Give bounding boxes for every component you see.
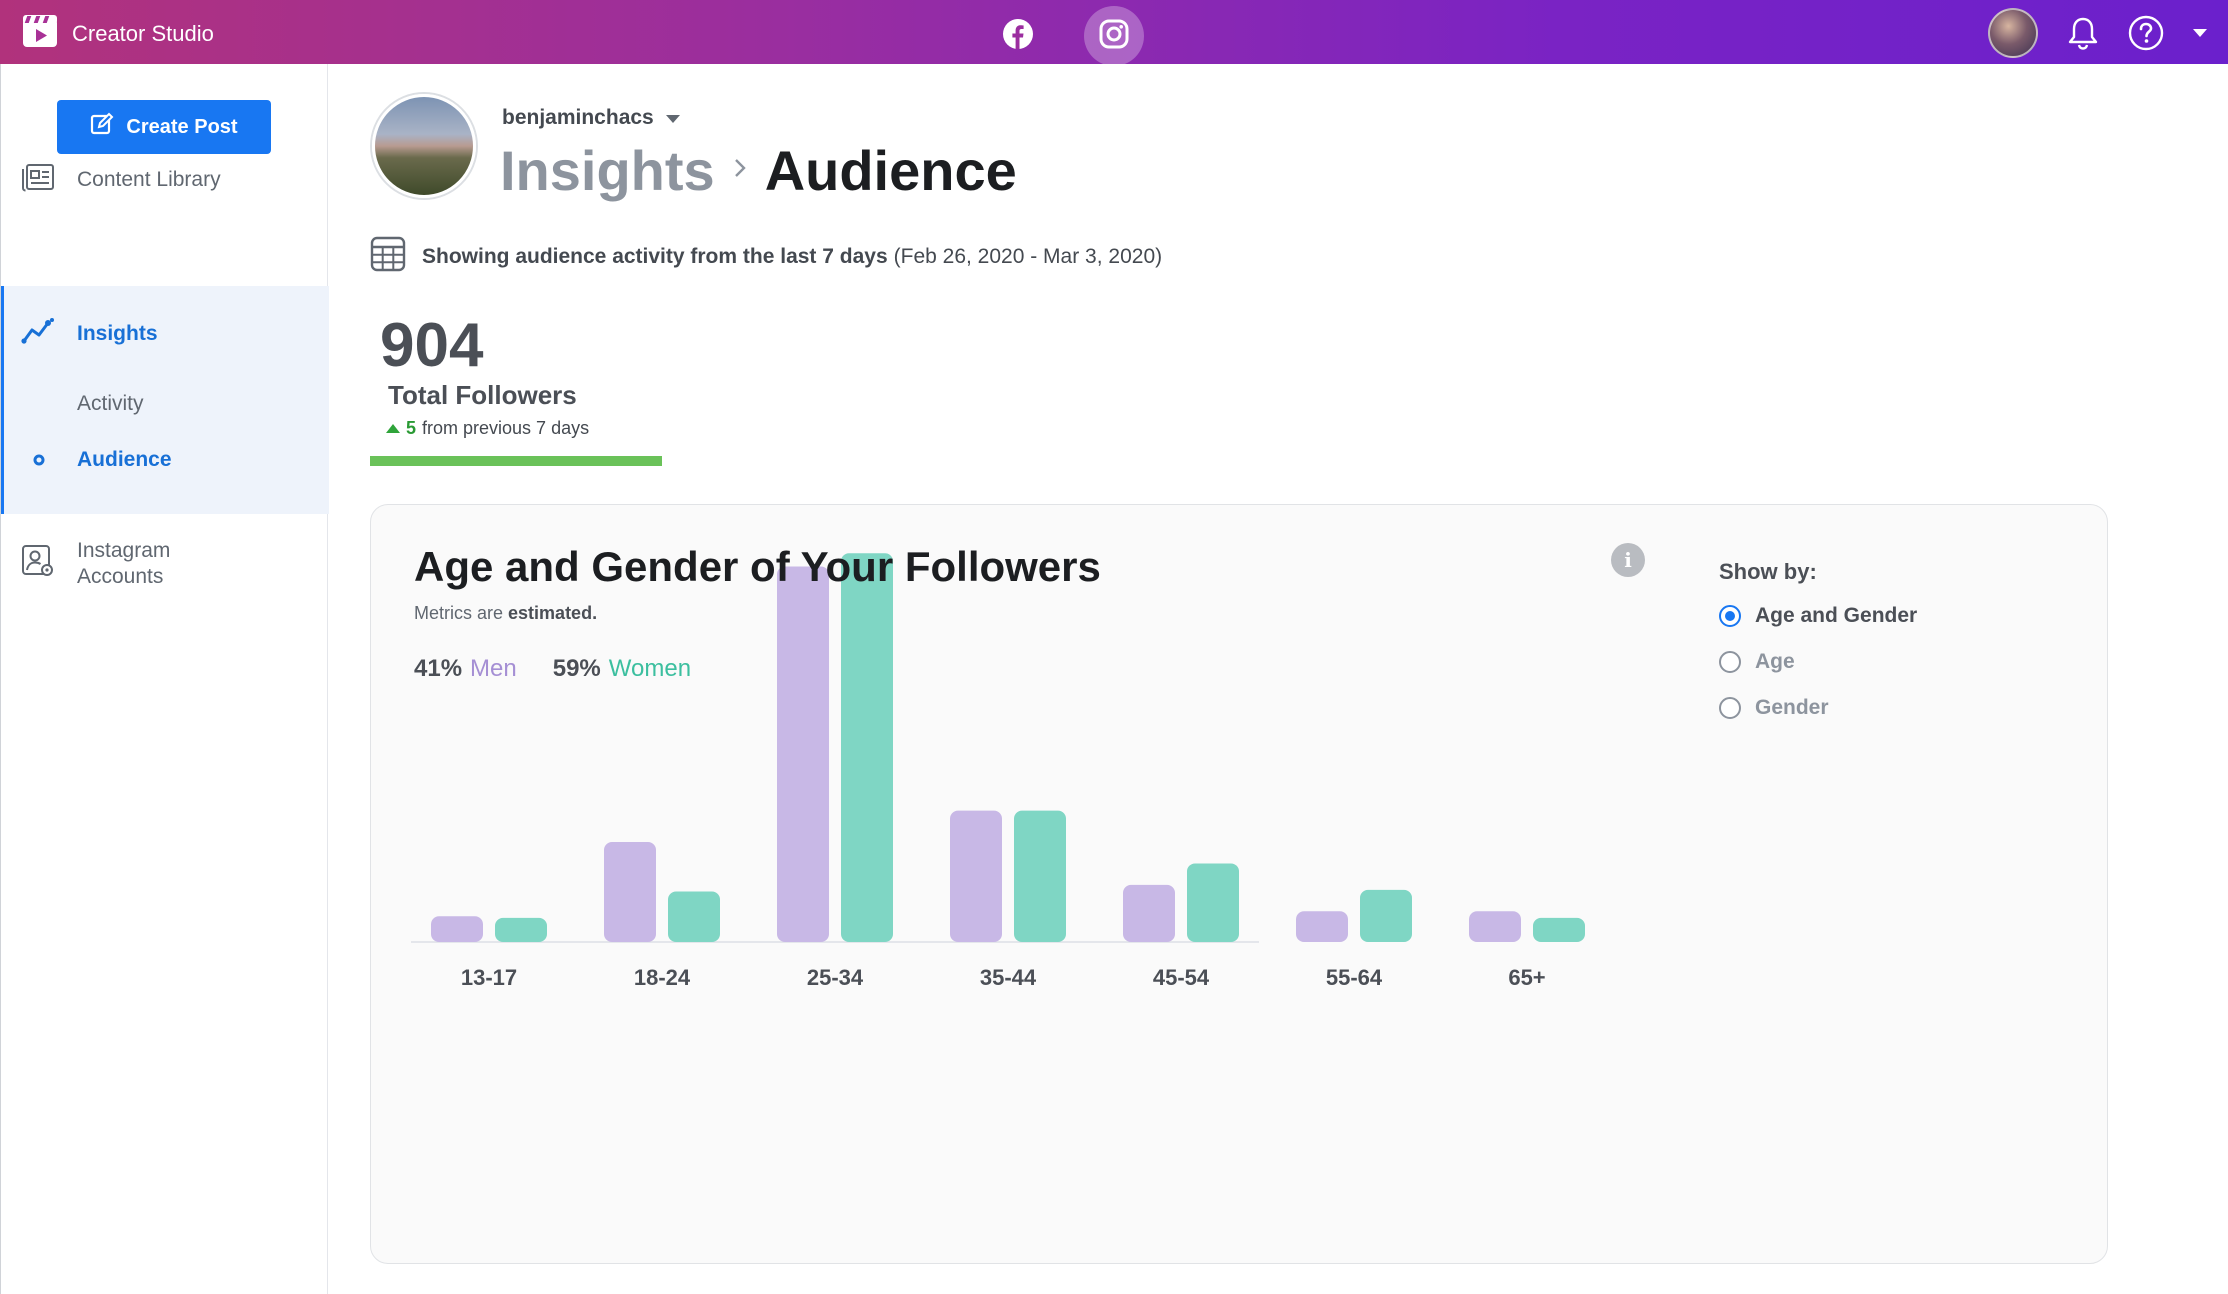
bar-women-13-17[interactable] (495, 917, 547, 942)
card-subtitle: Metrics are estimated. (414, 603, 597, 624)
top-right-controls (1988, 8, 2208, 58)
facebook-tab[interactable] (988, 10, 1048, 62)
sidebar-item-instagram-accounts[interactable]: Instagram Accounts (1, 534, 329, 594)
x-tick-label: 55-64 (1326, 965, 1383, 990)
instagram-tab[interactable] (1084, 6, 1144, 66)
breadcrumb-parent[interactable]: Insights (500, 139, 715, 202)
x-tick-label: 35-44 (980, 965, 1037, 990)
delta-value: 5 (406, 418, 417, 438)
top-bar: Creator Studio (0, 0, 2228, 66)
radio-label: Age and Gender (1755, 604, 1918, 627)
total-followers-value: 904 (380, 311, 484, 380)
username: benjaminchacs (502, 106, 654, 129)
info-icon[interactable]: i (1611, 543, 1645, 577)
insights-icon (21, 316, 55, 352)
bar-men-13-17[interactable] (431, 916, 483, 942)
delta-text: from previous 7 days (422, 418, 590, 438)
radio-unselected-icon (1719, 651, 1741, 673)
facebook-icon (1002, 18, 1034, 55)
bar-men-35-44[interactable] (950, 810, 1002, 942)
sidebar-item-label: Insights (77, 322, 158, 345)
account-settings-icon (21, 544, 55, 584)
breadcrumb: Insights Audience (500, 138, 1017, 203)
sidebar-item-insights[interactable]: Insights (4, 314, 332, 354)
avatar[interactable] (1988, 8, 2038, 58)
chart-legend: 41% Men 59% Women (414, 655, 691, 683)
metric-underline (370, 456, 662, 466)
x-tick-label: 25-34 (807, 965, 864, 990)
card-title: Age and Gender of Your Followers (414, 543, 1101, 590)
x-tick-label: 13-17 (461, 965, 517, 990)
sidebar-item-label: Audience (77, 448, 172, 471)
bar-men-18-24[interactable] (604, 842, 656, 942)
bar-men-25-34[interactable] (777, 566, 829, 942)
age-gender-chart: 13-17 18-24 25-34 35-44 45-54 55-64 65+ (411, 553, 1585, 990)
sidebar-item-audience[interactable]: Audience (4, 440, 332, 480)
page-title: Audience (764, 139, 1017, 202)
date-range-row: Showing audience activity from the last … (370, 236, 1162, 278)
help-icon[interactable] (2128, 15, 2164, 51)
men-percent: 41% (414, 655, 463, 682)
sidebar: Create Post Content Library (0, 64, 329, 1294)
brand[interactable]: Creator Studio (22, 14, 214, 53)
compose-icon (90, 112, 114, 142)
age-gender-card: 13-17 18-24 25-34 35-44 45-54 55-64 65+ Age an… (370, 504, 2108, 1264)
bar-women-18-24[interactable] (668, 891, 720, 943)
date-range-text: Showing audience activity from the last … (422, 245, 888, 268)
bar-men-45-54[interactable] (1123, 884, 1175, 942)
insights-section: Insights Activity Audience (1, 286, 329, 514)
bar-women-65+[interactable] (1533, 917, 1585, 942)
bar-women-25-34[interactable] (841, 553, 893, 942)
bar-men-55-64[interactable] (1296, 911, 1348, 942)
sidebar-item-activity[interactable]: Activity (4, 384, 332, 424)
sidebar-item-label: Activity (77, 392, 144, 415)
bell-icon[interactable] (2066, 15, 2100, 51)
bar-women-45-54[interactable] (1187, 863, 1239, 942)
sidebar-item-label: Instagram Accounts (77, 538, 170, 590)
total-followers-label: Total Followers (388, 380, 577, 410)
sidebar-item-content-library[interactable]: Content Library (1, 160, 329, 200)
radio-label: Gender (1755, 696, 1829, 719)
radio-selected-icon (1719, 605, 1741, 627)
subtitle-prefix: Metrics are (414, 603, 504, 623)
radio-age[interactable]: Age (1719, 647, 1917, 677)
x-tick-label: 45-54 (1153, 965, 1210, 990)
creator-studio-logo-icon (22, 14, 58, 53)
app-title: Creator Studio (72, 20, 214, 46)
instagram-accounts-line2: Accounts (77, 565, 164, 588)
radio-age-and-gender[interactable]: Age and Gender (1719, 601, 1917, 631)
x-tick-label: 65+ (1508, 965, 1545, 990)
instagram-icon (1099, 19, 1129, 54)
profile-picture[interactable] (372, 94, 476, 198)
radio-label: Age (1755, 650, 1795, 673)
chevron-down-icon[interactable] (2192, 27, 2208, 39)
sidebar-item-label: Content Library (77, 168, 221, 191)
radio-gender[interactable]: Gender (1719, 693, 1917, 723)
women-percent: 59% (552, 655, 601, 682)
followers-delta: 5 from previous 7 days (386, 418, 589, 439)
bar-women-55-64[interactable] (1360, 889, 1412, 942)
women-label: Women (608, 655, 692, 682)
create-post-button[interactable]: Create Post (57, 100, 271, 154)
caret-down-icon (665, 115, 680, 123)
date-range-dates: (Feb 26, 2020 - Mar 3, 2020) (893, 245, 1163, 268)
x-tick-label: 18-24 (634, 965, 691, 990)
calendar-icon[interactable] (370, 236, 406, 278)
content-library-icon (21, 162, 55, 198)
radio-unselected-icon (1719, 697, 1741, 719)
active-dot-icon (33, 448, 45, 472)
men-label: Men (470, 655, 517, 682)
arrow-up-icon (386, 424, 400, 433)
platform-switcher (988, 6, 1144, 66)
create-post-label: Create Post (126, 115, 238, 138)
bar-women-35-44[interactable] (1014, 810, 1066, 942)
bar-men-65+[interactable] (1469, 911, 1521, 942)
show-by-panel: Show by: Age and Gender Age Gender (1719, 559, 1917, 723)
chevron-right-icon (733, 154, 747, 188)
account-switcher[interactable]: benjaminchacs (502, 106, 680, 130)
subtitle-bold: estimated. (508, 603, 598, 623)
show-by-title: Show by: (1719, 559, 1817, 584)
instagram-accounts-line1: Instagram (77, 539, 171, 562)
